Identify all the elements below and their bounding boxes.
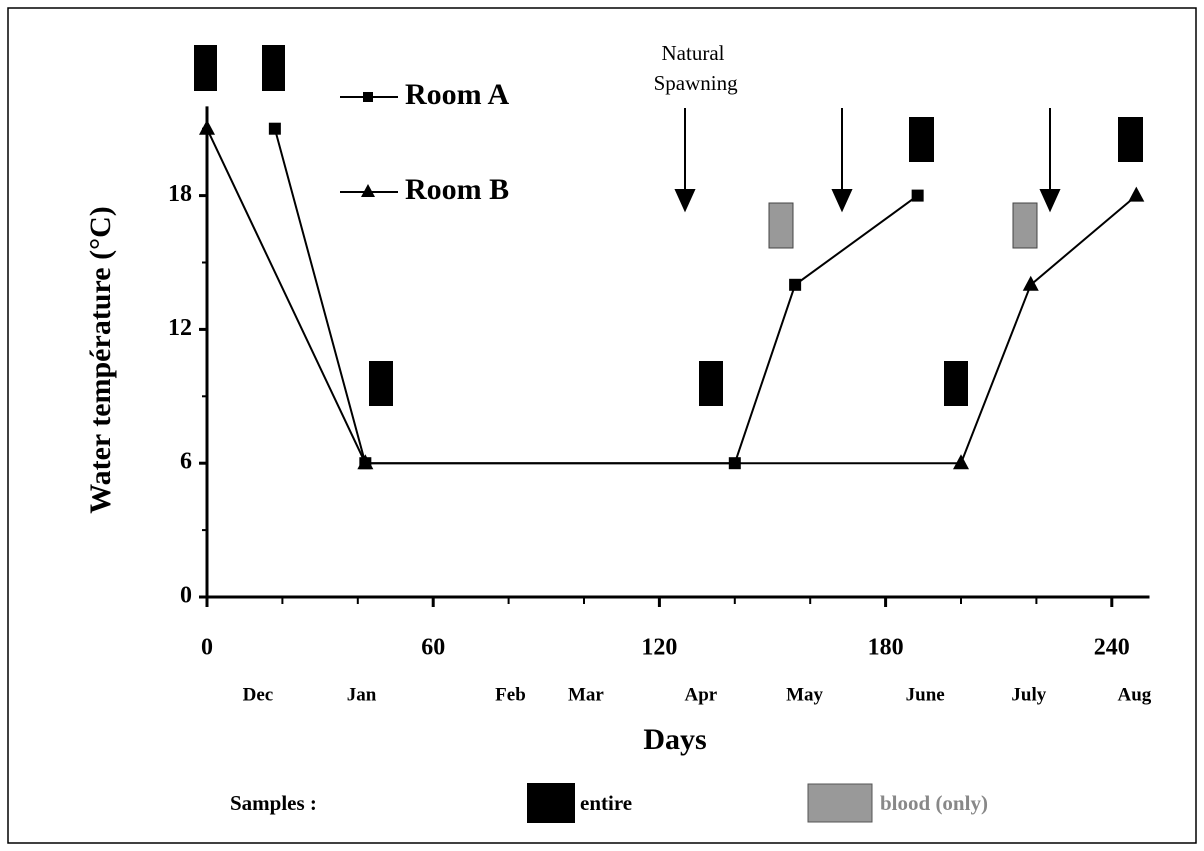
series-line (206, 128, 1137, 465)
sample-entire (262, 45, 285, 91)
arrow-head (831, 189, 853, 213)
y-tick-label: 0 (180, 583, 192, 609)
annotation: Natural Spawning (648, 41, 738, 95)
sample-blood (1012, 202, 1038, 249)
month-label: Feb (495, 684, 526, 705)
x-tick-label: 60 (421, 635, 445, 661)
point (357, 454, 374, 470)
month-label: May (786, 684, 823, 705)
point (953, 454, 969, 470)
month-label: Aug (1118, 684, 1152, 705)
legend-label: Room B (405, 173, 509, 206)
month-label: Jan (347, 684, 377, 705)
sample-entire (909, 117, 934, 162)
sample-entire (369, 361, 393, 406)
x-tick-label: 0 (201, 635, 213, 661)
legend-entire: entire (580, 791, 632, 815)
sample-entire (194, 45, 217, 91)
sample-boxes (194, 45, 1143, 406)
legend-blood: blood (only) (880, 791, 988, 815)
x-tick-label: 120 (641, 635, 677, 661)
point (1022, 275, 1039, 291)
x-axis-label: Days (643, 723, 706, 756)
sample-entire (1118, 117, 1143, 162)
month-label: July (1011, 684, 1046, 705)
x-tick-label: 180 (868, 635, 904, 661)
y-tick-label: 6 (180, 449, 192, 475)
samples-label: Samples : (230, 791, 317, 815)
month-label: Apr (685, 684, 718, 705)
sample-blood (768, 202, 794, 249)
arrows (674, 108, 1061, 213)
legend-label: Room A (405, 78, 510, 111)
arrow-head (1039, 189, 1061, 213)
legend-marker (361, 184, 375, 197)
point (1128, 186, 1145, 202)
month-label: Dec (243, 684, 274, 705)
legend-blood-swatch (807, 783, 873, 823)
legend-entire-swatch (527, 783, 575, 823)
point (789, 278, 802, 291)
y-axis-label: Water température (°C) (84, 206, 117, 513)
x-tick-label: 240 (1094, 635, 1130, 661)
arrow-head (674, 189, 696, 213)
series-line (273, 128, 919, 465)
frame (7, 7, 1197, 844)
sample-entire (944, 361, 968, 406)
y-tick-label: 12 (168, 315, 192, 341)
point (199, 119, 215, 135)
month-label: Mar (568, 684, 604, 705)
point (911, 189, 924, 202)
sample-entire (699, 361, 723, 406)
legend-marker (363, 92, 373, 102)
point (268, 122, 281, 135)
month-label: June (906, 684, 945, 705)
y-tick-label: 18 (168, 181, 192, 207)
